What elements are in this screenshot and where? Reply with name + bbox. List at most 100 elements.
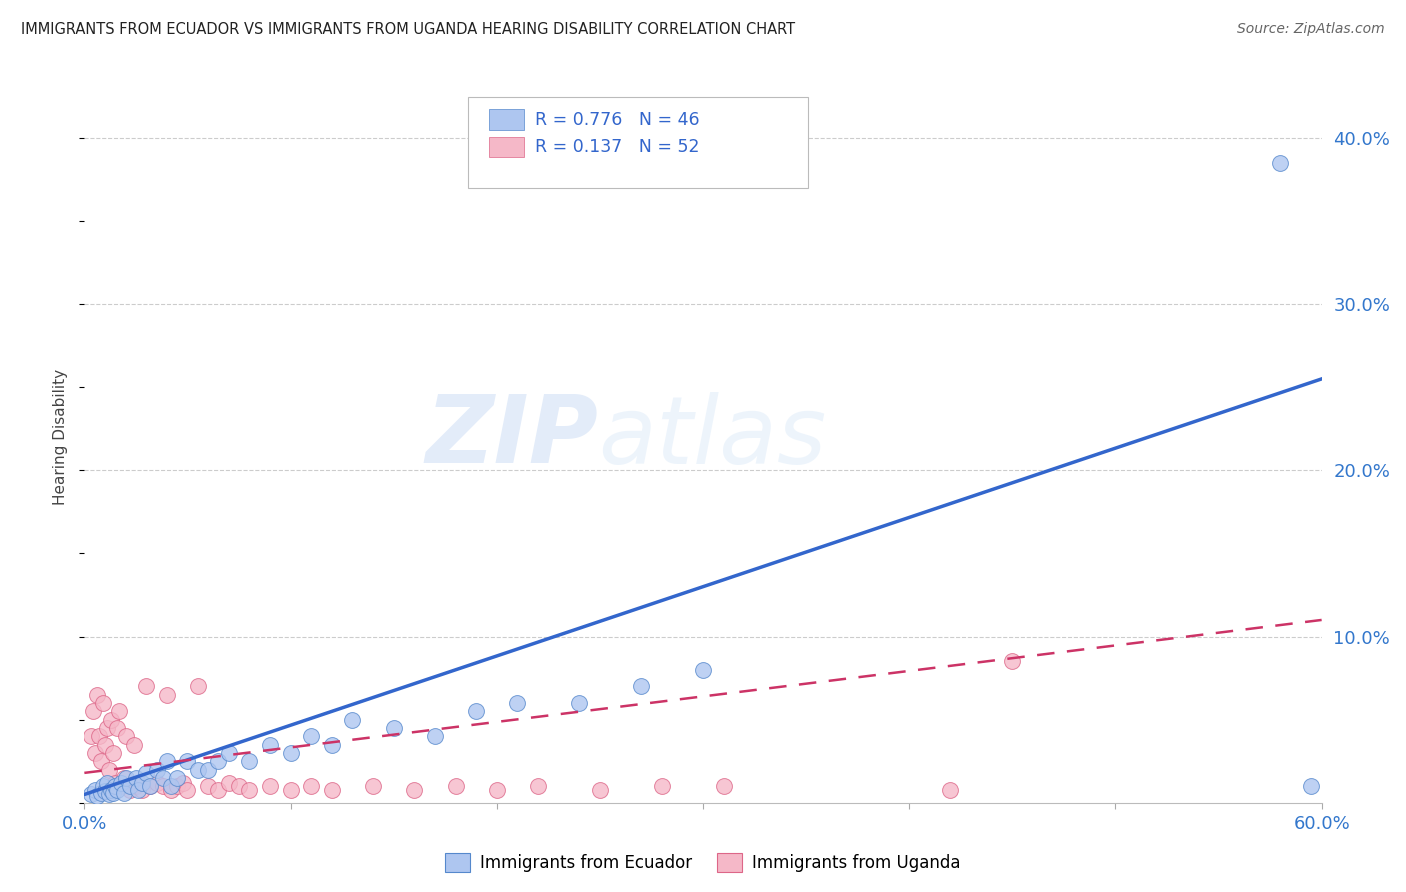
Point — [91, 779, 114, 793]
Text: R = 0.137   N = 52: R = 0.137 N = 52 — [536, 138, 700, 156]
Point — [506, 696, 529, 710]
Point — [692, 663, 714, 677]
Point — [527, 779, 550, 793]
Point — [207, 782, 229, 797]
Point — [112, 786, 135, 800]
Point — [98, 788, 121, 802]
FancyBboxPatch shape — [468, 97, 808, 188]
Point — [87, 729, 110, 743]
Point — [103, 746, 125, 760]
Point — [118, 779, 141, 793]
Point — [131, 782, 153, 797]
Point — [485, 782, 508, 797]
Point — [197, 763, 219, 777]
Legend: Immigrants from Ecuador, Immigrants from Uganda: Immigrants from Ecuador, Immigrants from… — [439, 846, 967, 879]
Text: R = 0.776   N = 46: R = 0.776 N = 46 — [536, 111, 700, 128]
Point — [83, 782, 105, 797]
Point — [166, 779, 188, 793]
Point — [166, 771, 188, 785]
Point — [713, 779, 735, 793]
Point — [568, 696, 591, 710]
Point — [79, 788, 101, 802]
Y-axis label: Hearing Disability: Hearing Disability — [53, 369, 69, 505]
Point — [238, 754, 260, 768]
Point — [139, 779, 162, 793]
Point — [207, 754, 229, 768]
Point — [127, 782, 149, 797]
Point — [86, 789, 108, 804]
Point — [86, 688, 108, 702]
Point — [100, 782, 122, 797]
Point — [187, 680, 209, 694]
Point — [299, 779, 322, 793]
Point — [104, 779, 127, 793]
Point — [176, 754, 198, 768]
Point — [156, 688, 179, 702]
Point — [98, 763, 121, 777]
Point — [228, 779, 250, 793]
Point — [321, 738, 343, 752]
Point — [1001, 655, 1024, 669]
Point — [197, 779, 219, 793]
Text: ZIP: ZIP — [425, 391, 598, 483]
Point — [105, 782, 128, 797]
Point — [259, 738, 281, 752]
Text: atlas: atlas — [598, 392, 827, 483]
Point — [114, 771, 136, 785]
Point — [112, 771, 135, 785]
Point — [160, 782, 183, 797]
Point — [238, 782, 260, 797]
Point — [96, 776, 118, 790]
Point — [404, 782, 426, 797]
Point — [139, 779, 162, 793]
Point — [444, 779, 467, 793]
Point — [145, 776, 167, 790]
Point — [90, 754, 112, 768]
Point — [103, 786, 125, 800]
Point — [104, 776, 127, 790]
Point — [152, 771, 174, 785]
Point — [110, 779, 132, 793]
Point — [361, 779, 384, 793]
Point — [135, 765, 157, 780]
Point — [939, 782, 962, 797]
Point — [114, 729, 136, 743]
Point — [83, 746, 105, 760]
Point — [382, 721, 405, 735]
Point — [160, 779, 183, 793]
Point — [342, 713, 364, 727]
Point — [1301, 779, 1323, 793]
Point — [321, 782, 343, 797]
Point — [152, 779, 174, 793]
Point — [79, 729, 101, 743]
Point — [280, 782, 302, 797]
FancyBboxPatch shape — [489, 110, 523, 130]
Point — [131, 776, 153, 790]
Point — [127, 776, 149, 790]
Point — [125, 771, 148, 785]
Point — [630, 680, 652, 694]
Point — [108, 705, 131, 719]
Point — [187, 763, 209, 777]
Point — [94, 738, 117, 752]
Point — [299, 729, 322, 743]
Point — [82, 705, 104, 719]
Point — [259, 779, 281, 793]
Point — [118, 782, 141, 797]
Point — [122, 738, 145, 752]
Point — [96, 721, 118, 735]
Point — [651, 779, 673, 793]
Point — [423, 729, 446, 743]
Point — [91, 696, 114, 710]
Point — [135, 680, 157, 694]
Point — [94, 784, 117, 798]
Point — [465, 705, 488, 719]
Point — [280, 746, 302, 760]
Point — [105, 721, 128, 735]
Point — [90, 786, 112, 800]
Point — [100, 713, 122, 727]
Text: IMMIGRANTS FROM ECUADOR VS IMMIGRANTS FROM UGANDA HEARING DISABILITY CORRELATION: IMMIGRANTS FROM ECUADOR VS IMMIGRANTS FR… — [21, 22, 796, 37]
Point — [1270, 155, 1292, 169]
Point — [176, 782, 198, 797]
Point — [156, 754, 179, 768]
